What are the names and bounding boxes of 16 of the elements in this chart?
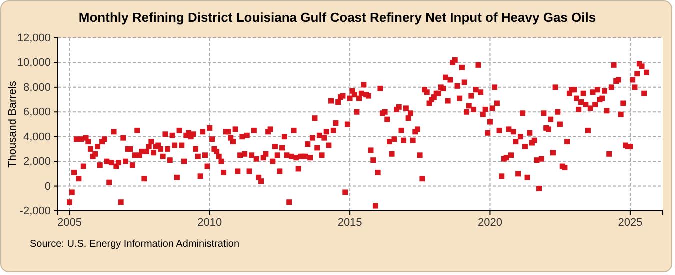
chart-title: Monthly Refining District Louisiana Gulf Coast Refinery Net Input of Heavy Gas Oils <box>78 10 596 25</box>
y-tick-label: 2,000 <box>23 156 51 168</box>
x-tick-label: 2015 <box>338 216 362 229</box>
y-tick-label: 10,000 <box>17 57 51 70</box>
y-axis-title: Thousand Barrels <box>7 80 19 168</box>
y-tick-label: 6,000 <box>23 106 51 119</box>
x-tick-label: 2020 <box>478 216 502 229</box>
y-tick-label: 4,000 <box>23 131 51 144</box>
x-tick-label: 2005 <box>58 216 82 229</box>
source-note: Source: U.S. Energy Information Administration <box>30 239 240 250</box>
y-tick-label: 8,000 <box>23 82 51 94</box>
y-tick-label: 0 <box>44 180 51 193</box>
x-tick-label: 2010 <box>198 216 222 229</box>
y-tick-label: 12,000 <box>17 32 51 45</box>
y-tick-label: -2,000 <box>20 206 51 218</box>
x-tick-label: 2025 <box>618 216 643 229</box>
